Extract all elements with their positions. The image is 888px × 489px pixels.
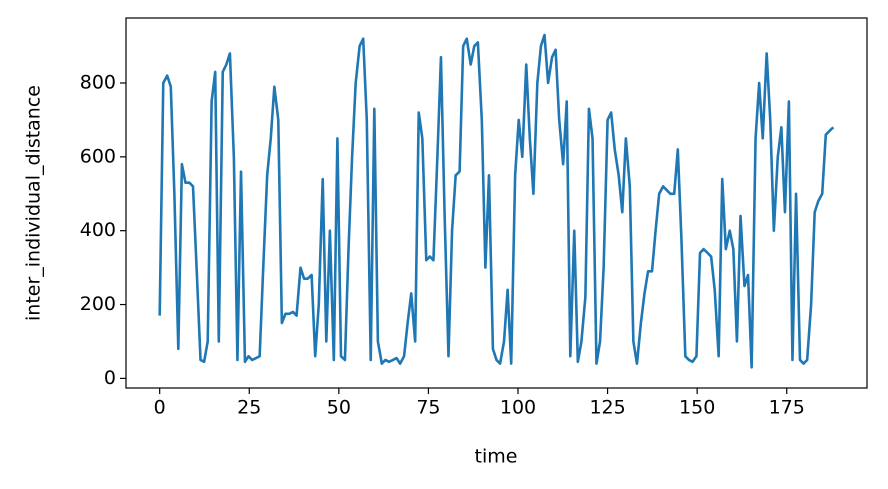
x-tick-label: 75 — [416, 397, 440, 419]
data-line — [158, 33, 835, 369]
x-tick-label: 100 — [500, 397, 536, 419]
x-tick-label: 175 — [769, 397, 805, 419]
y-tick-label: 200 — [80, 293, 116, 315]
y-axis-label: inter_individual_distance — [23, 85, 45, 321]
y-tick-label: 600 — [80, 145, 116, 167]
y-tick-label: 800 — [80, 71, 116, 93]
x-tick-label: 25 — [237, 397, 261, 419]
x-axis-label: time — [475, 446, 518, 468]
x-tick-label: 125 — [589, 397, 625, 419]
x-tick-label: 50 — [327, 397, 351, 419]
x-tick-label: 0 — [154, 397, 166, 419]
y-tick-label: 0 — [104, 367, 116, 389]
x-tick-label: 150 — [679, 397, 715, 419]
plot-frame — [125, 17, 868, 389]
y-tick-label: 400 — [80, 219, 116, 241]
